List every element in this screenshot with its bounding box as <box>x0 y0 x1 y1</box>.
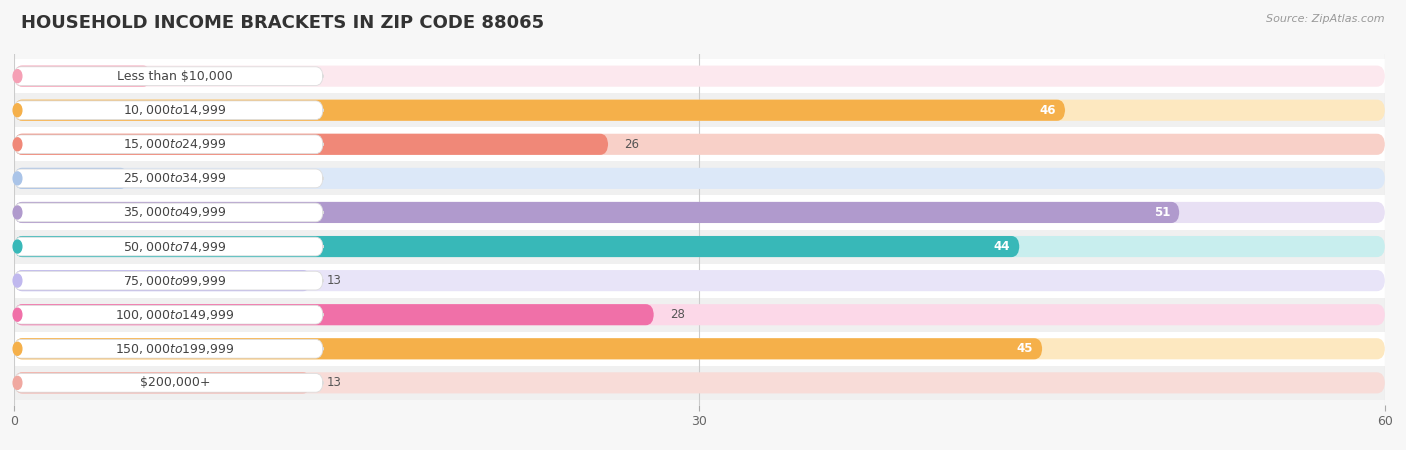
FancyBboxPatch shape <box>14 366 1385 400</box>
Text: $75,000 to $99,999: $75,000 to $99,999 <box>124 274 226 288</box>
Text: $35,000 to $49,999: $35,000 to $49,999 <box>124 206 226 220</box>
Text: HOUSEHOLD INCOME BRACKETS IN ZIP CODE 88065: HOUSEHOLD INCOME BRACKETS IN ZIP CODE 88… <box>21 14 544 32</box>
FancyBboxPatch shape <box>14 101 323 120</box>
FancyBboxPatch shape <box>14 332 1385 366</box>
FancyBboxPatch shape <box>14 99 1066 121</box>
FancyBboxPatch shape <box>14 271 323 290</box>
FancyBboxPatch shape <box>14 339 323 358</box>
FancyBboxPatch shape <box>14 306 323 324</box>
FancyBboxPatch shape <box>14 135 323 153</box>
FancyBboxPatch shape <box>14 66 152 87</box>
FancyBboxPatch shape <box>14 134 1385 155</box>
FancyBboxPatch shape <box>14 304 654 325</box>
Text: 46: 46 <box>1039 104 1056 117</box>
FancyBboxPatch shape <box>14 264 1385 297</box>
FancyBboxPatch shape <box>14 236 1385 257</box>
FancyBboxPatch shape <box>14 168 1385 189</box>
FancyBboxPatch shape <box>14 338 1385 360</box>
Text: 13: 13 <box>328 274 342 287</box>
FancyBboxPatch shape <box>14 236 1019 257</box>
FancyBboxPatch shape <box>14 93 1385 127</box>
FancyBboxPatch shape <box>14 66 1385 87</box>
Text: 51: 51 <box>1154 206 1170 219</box>
Text: $50,000 to $74,999: $50,000 to $74,999 <box>124 239 226 253</box>
Circle shape <box>13 138 22 151</box>
FancyBboxPatch shape <box>14 372 1385 393</box>
Text: 6: 6 <box>167 70 174 83</box>
FancyBboxPatch shape <box>14 297 1385 332</box>
Text: 5: 5 <box>145 172 152 185</box>
Circle shape <box>13 104 22 117</box>
FancyBboxPatch shape <box>14 59 1385 93</box>
FancyBboxPatch shape <box>14 374 323 392</box>
FancyBboxPatch shape <box>14 237 323 256</box>
Text: 13: 13 <box>328 376 342 389</box>
Text: $150,000 to $199,999: $150,000 to $199,999 <box>115 342 235 356</box>
Text: Less than $10,000: Less than $10,000 <box>117 70 233 83</box>
FancyBboxPatch shape <box>14 202 1385 223</box>
FancyBboxPatch shape <box>14 195 1385 230</box>
Text: $25,000 to $34,999: $25,000 to $34,999 <box>124 171 226 185</box>
FancyBboxPatch shape <box>14 162 1385 195</box>
Text: 28: 28 <box>669 308 685 321</box>
FancyBboxPatch shape <box>14 99 1385 121</box>
FancyBboxPatch shape <box>14 270 1385 291</box>
FancyBboxPatch shape <box>14 304 1385 325</box>
Circle shape <box>13 70 22 83</box>
Circle shape <box>13 240 22 253</box>
FancyBboxPatch shape <box>14 372 311 393</box>
FancyBboxPatch shape <box>14 169 323 188</box>
FancyBboxPatch shape <box>14 202 1180 223</box>
FancyBboxPatch shape <box>14 127 1385 162</box>
Text: Source: ZipAtlas.com: Source: ZipAtlas.com <box>1267 14 1385 23</box>
Text: 44: 44 <box>994 240 1011 253</box>
Circle shape <box>13 274 22 287</box>
Text: $100,000 to $149,999: $100,000 to $149,999 <box>115 308 235 322</box>
FancyBboxPatch shape <box>14 134 609 155</box>
FancyBboxPatch shape <box>14 270 311 291</box>
Circle shape <box>13 206 22 219</box>
Text: 45: 45 <box>1017 342 1033 355</box>
FancyBboxPatch shape <box>14 230 1385 264</box>
Circle shape <box>13 308 22 321</box>
FancyBboxPatch shape <box>14 67 323 86</box>
FancyBboxPatch shape <box>14 203 323 222</box>
Text: $15,000 to $24,999: $15,000 to $24,999 <box>124 137 226 151</box>
Text: $10,000 to $14,999: $10,000 to $14,999 <box>124 103 226 117</box>
Circle shape <box>13 376 22 389</box>
Circle shape <box>13 172 22 185</box>
Text: 26: 26 <box>624 138 640 151</box>
Circle shape <box>13 342 22 355</box>
FancyBboxPatch shape <box>14 168 128 189</box>
Text: $200,000+: $200,000+ <box>139 376 211 389</box>
FancyBboxPatch shape <box>14 338 1042 360</box>
